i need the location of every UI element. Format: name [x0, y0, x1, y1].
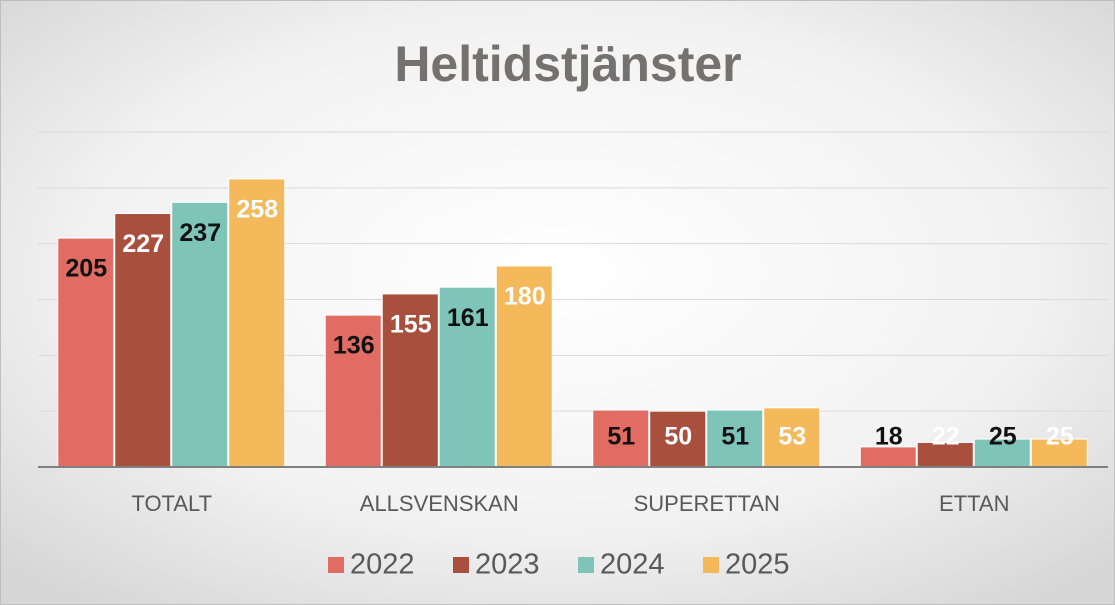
x-tick-label: SUPERETTAN: [634, 491, 780, 516]
bar: [114, 213, 172, 468]
data-label: 22: [932, 423, 960, 451]
data-label: 25: [1046, 423, 1074, 451]
data-label: 50: [664, 423, 692, 451]
data-label: 155: [390, 311, 432, 339]
data-label: 161: [447, 304, 489, 332]
data-label: 237: [179, 219, 221, 247]
bar: [916, 441, 974, 468]
bar: [592, 409, 650, 468]
legend-swatch: [328, 557, 344, 573]
data-label: 136: [333, 332, 375, 360]
bar: [973, 438, 1031, 468]
legend-label: 2024: [600, 549, 665, 581]
bar: [438, 286, 496, 468]
x-tick-label: ALLSVENSKAN: [360, 491, 519, 516]
data-label: 180: [504, 283, 546, 311]
x-tick-label: TOTALT: [131, 491, 212, 516]
legend-label: 2022: [350, 549, 415, 581]
legend-label: 2025: [725, 549, 790, 581]
bar: [495, 265, 553, 468]
bar: [324, 314, 382, 468]
legend-swatch: [453, 557, 469, 573]
x-tick-label: ETTAN: [939, 491, 1009, 516]
data-label: 227: [122, 230, 164, 258]
data-label: 18: [875, 423, 903, 451]
data-label: 51: [721, 423, 749, 451]
legend-label: 2023: [475, 549, 540, 581]
bar: [171, 201, 229, 468]
data-label: 53: [778, 423, 806, 451]
data-label: 205: [65, 255, 107, 283]
bar: [381, 293, 439, 468]
chart-title: Heltidstjänster: [394, 36, 741, 92]
data-label: 51: [607, 423, 635, 451]
legend-swatch: [578, 557, 594, 573]
legend-swatch: [703, 557, 719, 573]
data-label: 25: [989, 423, 1017, 451]
bar: [228, 178, 286, 468]
bar: [649, 410, 707, 468]
data-label: 258: [236, 196, 278, 224]
bar: [57, 237, 115, 468]
bar: [763, 407, 821, 468]
bar: [706, 409, 764, 468]
